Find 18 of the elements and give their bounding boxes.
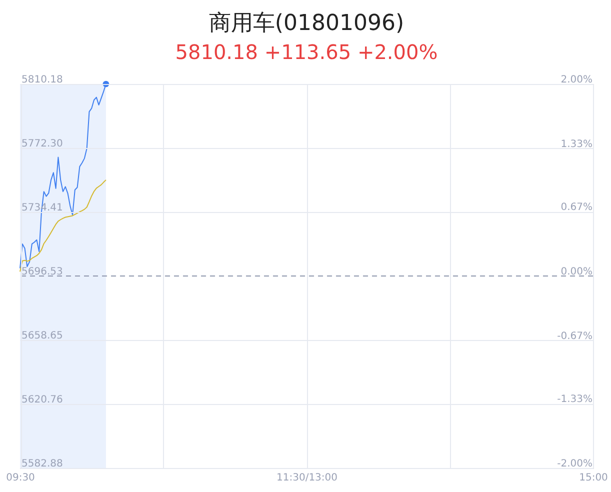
y2-tick-label: 2.00%: [560, 74, 592, 86]
chart-title: 商用车(01801096): [208, 11, 404, 36]
y-tick-label: 5772.30: [22, 138, 63, 150]
x-tick-label: 11:30/13:00: [276, 472, 338, 484]
x-tick-label: 15:00: [579, 472, 608, 484]
y-tick-label: 5620.76: [22, 394, 63, 406]
y2-tick-label: -1.33%: [557, 394, 592, 406]
y-tick-label: 5696.53: [22, 266, 63, 278]
y2-tick-label: 0.67%: [560, 202, 592, 214]
y2-tick-label: -2.00%: [557, 458, 592, 470]
y-tick-label: 5810.18: [22, 74, 63, 86]
chart-subtitle: 5810.18 +113.65 +2.00%: [175, 40, 438, 64]
y-tick-label: 5658.65: [22, 330, 63, 342]
y2-tick-label: 0.00%: [560, 266, 592, 278]
x-tick-label: 09:30: [6, 472, 35, 484]
y-tick-label: 5582.88: [22, 458, 63, 470]
y2-tick-label: -0.67%: [557, 330, 592, 342]
y2-tick-label: 1.33%: [560, 138, 592, 150]
